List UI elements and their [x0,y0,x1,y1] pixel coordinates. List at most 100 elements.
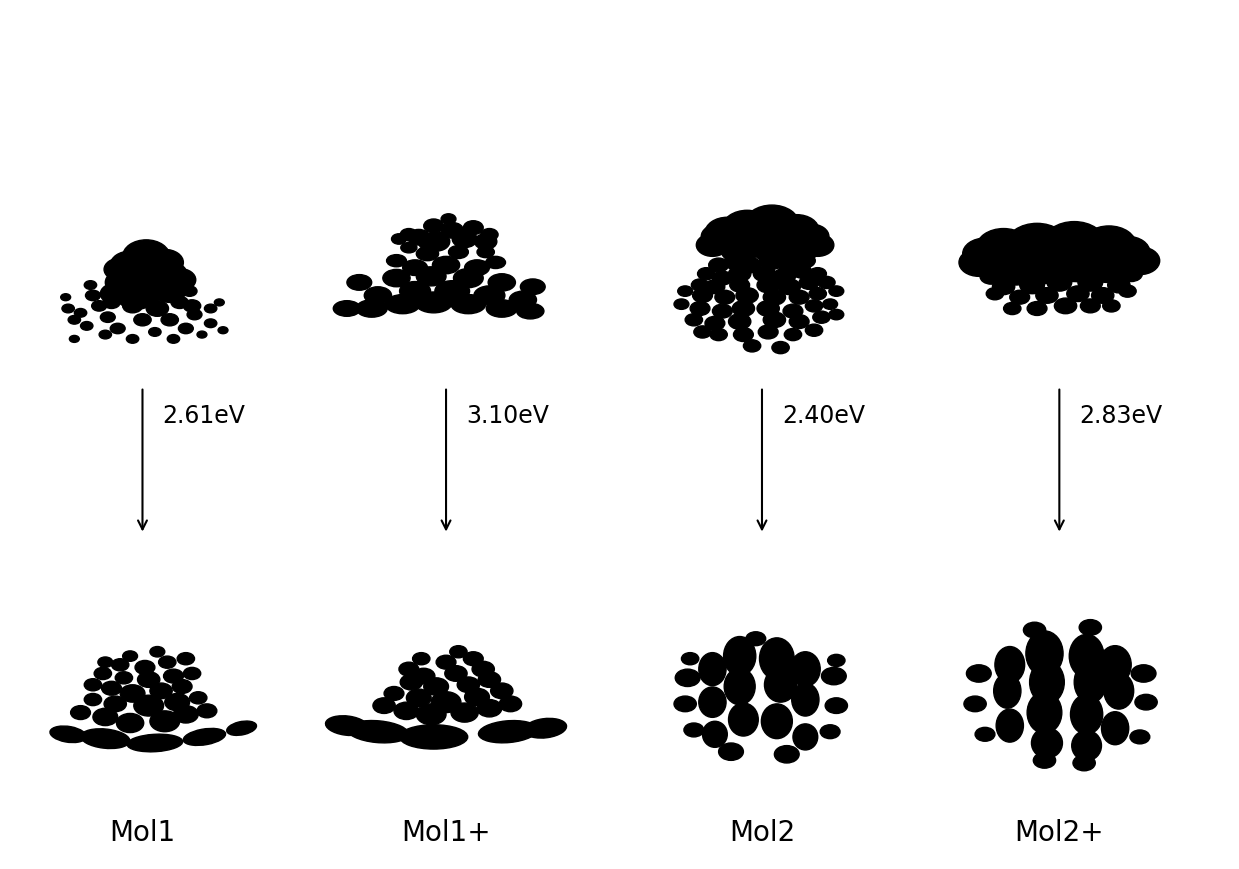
Circle shape [92,301,107,311]
Ellipse shape [416,247,439,261]
Circle shape [729,314,751,329]
Circle shape [149,328,161,336]
Circle shape [150,711,180,732]
Circle shape [774,746,799,763]
Circle shape [150,647,165,657]
Circle shape [190,692,207,704]
Circle shape [441,214,456,224]
Circle shape [394,702,419,720]
Circle shape [178,323,193,334]
Circle shape [71,706,90,720]
Circle shape [441,222,463,238]
Circle shape [182,286,197,296]
Circle shape [1026,263,1056,284]
Ellipse shape [1030,660,1064,704]
Circle shape [491,683,513,699]
Circle shape [1063,261,1093,282]
Circle shape [763,289,786,305]
Circle shape [475,234,497,249]
Circle shape [789,315,809,328]
Circle shape [1047,274,1072,291]
Ellipse shape [1099,646,1131,684]
Circle shape [730,278,750,292]
Circle shape [674,299,689,309]
Circle shape [729,266,751,282]
Ellipse shape [724,636,756,676]
Circle shape [1073,755,1095,771]
Circle shape [694,326,711,338]
Ellipse shape [699,687,726,718]
Circle shape [81,322,93,330]
Circle shape [719,743,743,760]
Circle shape [678,286,693,296]
Ellipse shape [477,247,494,257]
Circle shape [681,653,699,665]
Circle shape [161,314,178,326]
Circle shape [123,240,170,273]
Circle shape [197,704,217,718]
Circle shape [813,311,830,323]
Ellipse shape [403,260,427,275]
Circle shape [745,205,799,243]
Ellipse shape [1026,631,1063,676]
Circle shape [103,296,120,308]
Circle shape [1067,286,1089,302]
Circle shape [738,257,761,273]
Ellipse shape [50,726,87,743]
Text: Mol2: Mol2 [729,819,795,847]
Circle shape [1006,223,1068,267]
Circle shape [725,255,745,269]
Ellipse shape [415,292,452,313]
Circle shape [445,666,467,681]
Circle shape [795,254,815,268]
Circle shape [1069,235,1124,273]
Circle shape [214,299,224,306]
Circle shape [1105,236,1150,268]
Circle shape [472,661,494,677]
Circle shape [1020,276,1044,294]
Circle shape [84,693,102,706]
Ellipse shape [399,282,431,301]
Circle shape [794,224,829,249]
Circle shape [104,696,126,712]
Ellipse shape [486,256,506,269]
Circle shape [721,226,758,252]
Circle shape [68,315,81,324]
Circle shape [69,335,79,342]
Circle shape [164,269,196,291]
Circle shape [183,667,201,680]
Circle shape [116,282,156,309]
Ellipse shape [764,667,797,702]
Circle shape [963,238,1007,269]
Circle shape [154,280,186,302]
Circle shape [715,290,735,304]
Circle shape [773,269,795,284]
Circle shape [84,679,102,691]
Circle shape [975,727,995,741]
Ellipse shape [1072,730,1101,761]
Circle shape [721,237,758,263]
Circle shape [84,281,97,289]
Circle shape [778,257,800,273]
Circle shape [159,656,176,668]
Circle shape [1023,622,1046,638]
Circle shape [85,290,100,301]
Ellipse shape [357,300,387,317]
Circle shape [722,210,772,245]
Circle shape [120,685,145,702]
Ellipse shape [227,721,256,735]
Circle shape [746,632,766,646]
Ellipse shape [128,734,182,752]
Circle shape [1080,299,1100,313]
Ellipse shape [347,720,409,743]
Ellipse shape [520,279,545,295]
Ellipse shape [387,255,406,267]
Circle shape [778,279,800,295]
Circle shape [757,301,779,316]
Circle shape [820,725,840,739]
Circle shape [781,237,818,263]
Circle shape [204,304,217,313]
Circle shape [802,234,834,256]
Circle shape [698,268,715,280]
Circle shape [1036,288,1058,303]
